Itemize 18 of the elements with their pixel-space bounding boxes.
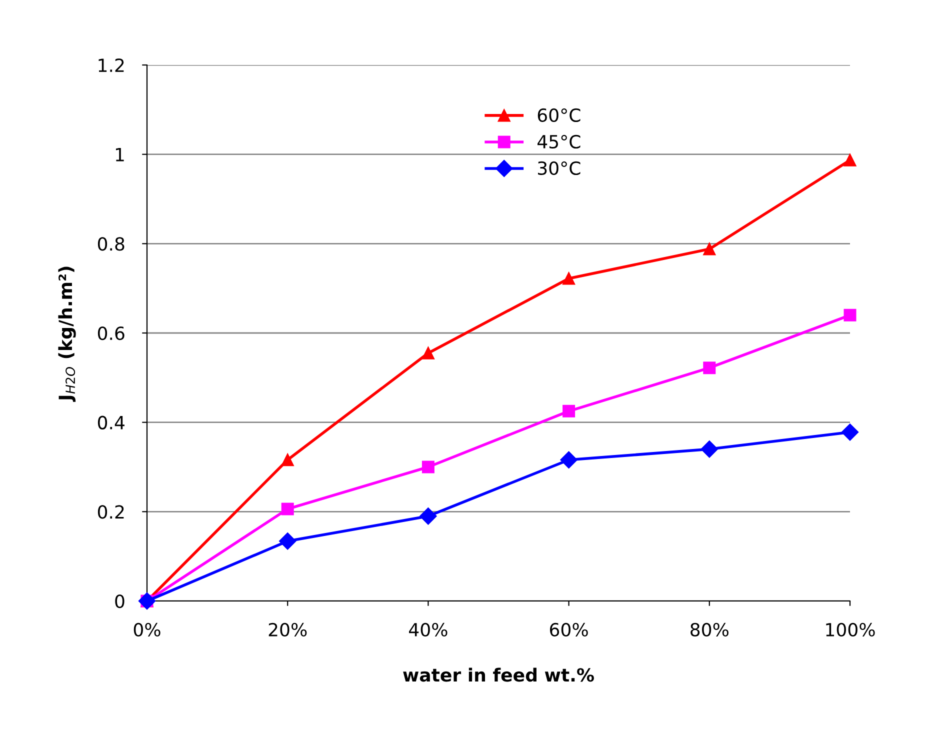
- y-tick-label: 0.2: [98, 505, 124, 519]
- y-tick-label: 1: [116, 148, 124, 162]
- x-axis-title: water in feed wt.%: [403, 668, 594, 682]
- y-tick-label: 0.4: [98, 416, 124, 430]
- x-tick-label: 100%: [826, 622, 875, 637]
- y-tick-label: 0: [115, 594, 124, 608]
- legend-label: 30°C: [538, 161, 580, 176]
- x-tick-label: 80%: [690, 622, 728, 637]
- legend-label: 45°C: [538, 134, 580, 149]
- x-tick-label: 60%: [550, 622, 588, 637]
- y-tick-label: 1.2: [98, 58, 124, 72]
- y-tick-label: 0.6: [98, 326, 124, 340]
- legend-label: 60°C: [538, 108, 580, 122]
- y-tick-label: 0.8: [98, 237, 124, 251]
- x-tick-label: 20%: [268, 622, 307, 637]
- x-tick-label: 0%: [134, 622, 160, 637]
- x-tick-label: 40%: [409, 622, 448, 637]
- y-axis-title: J$_{H2O}$ (kg/h.m²): [58, 266, 76, 402]
